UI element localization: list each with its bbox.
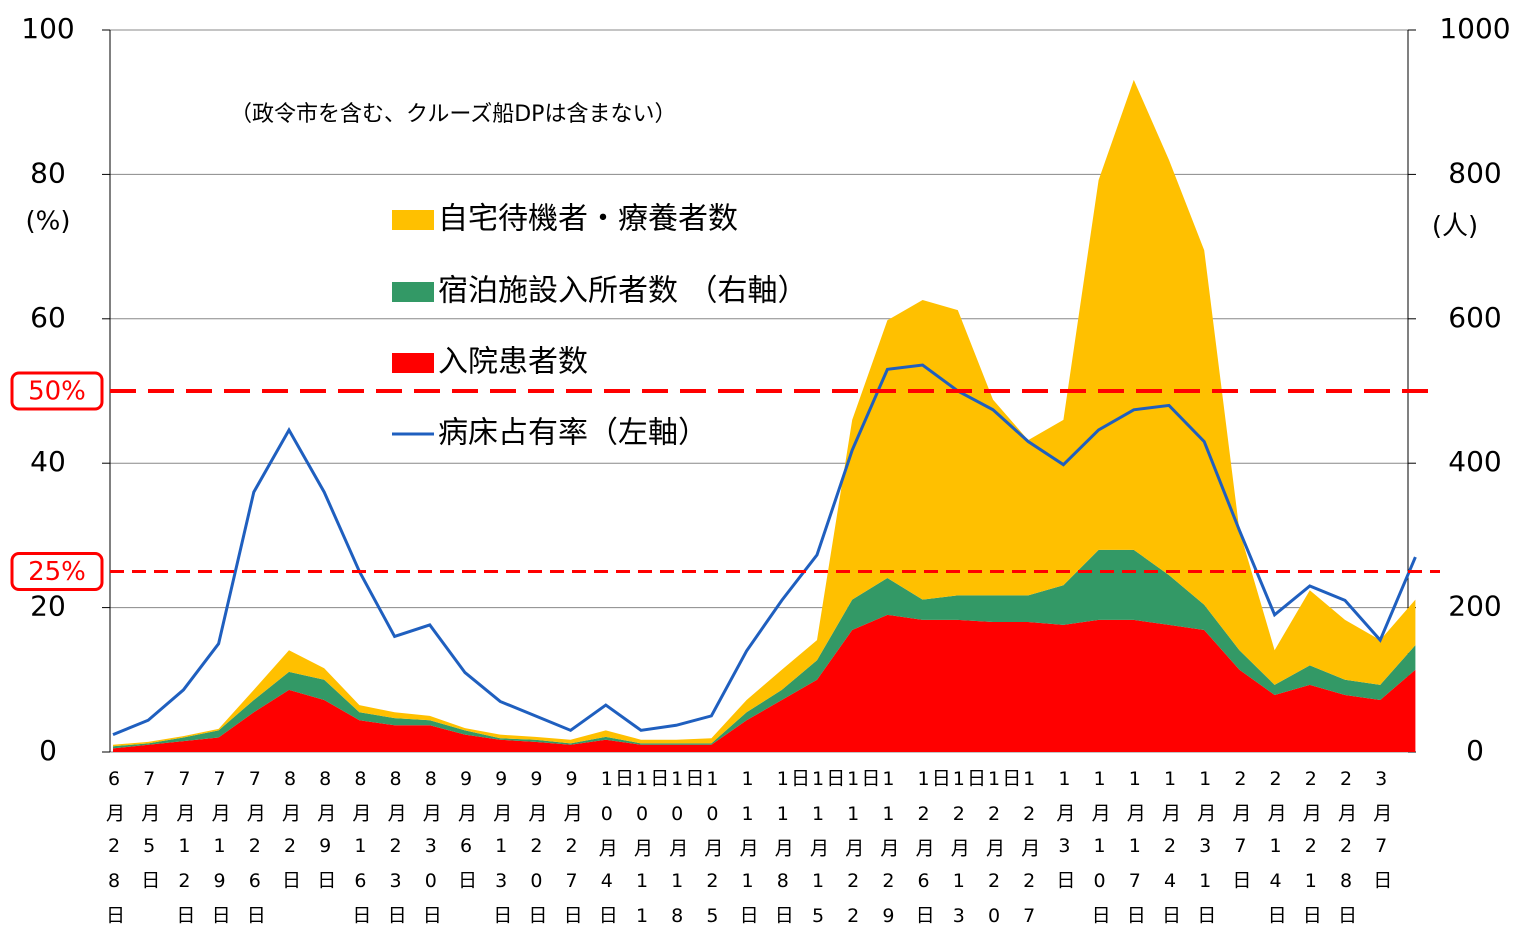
y2-axis-label: (人) — [1432, 212, 1478, 242]
x-tick-label: 2月21日 — [1299, 768, 1322, 937]
area — [113, 549, 1416, 749]
x-tick-label: 10月4日 — [595, 768, 618, 937]
legend-swatch — [392, 210, 434, 230]
x-tick-label: 12月13日 — [928, 768, 970, 940]
x-tick-label: 12月6日 — [912, 768, 935, 937]
y2-tick-label: 200 — [1448, 590, 1501, 623]
y2-tick-label: 800 — [1448, 156, 1501, 189]
y2-tick-label: 600 — [1448, 301, 1501, 334]
legend-label: 自宅待機者・療養者数 — [438, 202, 738, 237]
x-tick-label: 12月27日 — [999, 768, 1041, 940]
y-tick-label: 100 — [21, 12, 74, 45]
x-tick-label: 8月30日 — [419, 768, 442, 937]
legend-label: 宿泊施設入所者数 （右軸） — [438, 274, 808, 309]
x-tick-label: 7月5日 — [138, 768, 161, 902]
y-tick-label: 60 — [30, 301, 66, 334]
x-tick-label: 11月15日 — [788, 768, 829, 940]
y2-tick-label: 1000 — [1439, 12, 1510, 45]
legend-label: 病床占有率（左軸） — [438, 416, 708, 451]
x-tick-label: 7月26日 — [243, 768, 266, 937]
x-tick-label: 8月23日 — [384, 768, 407, 937]
x-tick-label: 6月28日 — [103, 768, 125, 937]
x-tick-label: 2月28日 — [1335, 768, 1357, 937]
reference-label: 50% — [28, 377, 86, 407]
line — [112, 363, 1417, 737]
x-tick-label: 8月2日 — [279, 768, 301, 902]
x-tick-label: 8月9日 — [314, 768, 337, 902]
x-tick-label: 2月14日 — [1264, 768, 1287, 937]
x-tick-label: 1月17日 — [1123, 768, 1146, 937]
y-tick-label: 80 — [30, 156, 66, 189]
reference-label-box — [10, 552, 104, 591]
x-tick-label: 8月16日 — [349, 768, 372, 937]
x-tick-label: 3月7日 — [1370, 768, 1393, 902]
x-tick-label: 11月29日 — [858, 768, 900, 940]
x-tick-label: 9月27日 — [560, 768, 583, 937]
x-tick-label: 1月24日 — [1159, 768, 1181, 937]
area — [113, 614, 1416, 752]
y-tick-label: 0 — [39, 734, 57, 767]
y-axis-label: (%) — [26, 207, 71, 237]
y2-tick-label: 400 — [1448, 445, 1501, 478]
x-tick-label: 11月8日 — [771, 768, 794, 937]
x-tick-label: 7月19日 — [208, 768, 231, 937]
x-tick-label: 9月13日 — [490, 768, 513, 937]
legend-swatch — [392, 282, 434, 302]
y2-tick-label: 0 — [1466, 734, 1484, 767]
x-tick-label: 1月10日 — [1088, 768, 1111, 937]
y-tick-label: 20 — [30, 590, 66, 623]
reference-label: 25% — [28, 557, 86, 587]
y-tick-label: 40 — [30, 445, 66, 478]
x-tick-label: 2月7日 — [1229, 768, 1252, 902]
legend-label: 入院患者数 — [438, 345, 588, 380]
x-tick-label: 10月11日 — [612, 768, 653, 940]
x-tick-label: 9月6日 — [455, 768, 477, 902]
area — [113, 79, 1416, 747]
x-tick-label: 10月18日 — [647, 768, 689, 940]
x-tick-label: 11月22日 — [823, 768, 865, 940]
x-tick-label: 9月20日 — [525, 768, 548, 937]
x-tick-label: 1月31日 — [1194, 768, 1217, 937]
x-tick-label: 1月3日 — [1053, 768, 1076, 902]
x-tick-label: 7月12日 — [173, 768, 196, 937]
reference-label-box — [10, 371, 104, 411]
x-tick-label: 10月25日 — [682, 768, 724, 940]
x-tick-label: 11月1日 — [736, 768, 759, 937]
x-tick-label: 12月20日 — [964, 768, 1005, 940]
legend-swatch — [392, 353, 434, 373]
subtitle: （政令市を含む、クルーズ船DPは含まない） — [230, 102, 676, 127]
